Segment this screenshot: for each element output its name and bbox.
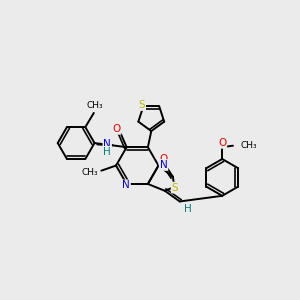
Text: H: H (103, 146, 111, 157)
Text: N: N (103, 140, 111, 149)
Text: O: O (218, 138, 226, 148)
Text: O: O (112, 124, 121, 134)
Text: O: O (159, 154, 168, 164)
Text: N: N (122, 180, 130, 190)
Text: S: S (139, 100, 145, 110)
Text: S: S (172, 183, 178, 193)
Text: CH₃: CH₃ (86, 100, 103, 109)
Text: CH₃: CH₃ (81, 168, 98, 177)
Text: CH₃: CH₃ (240, 141, 257, 150)
Text: N: N (160, 160, 167, 170)
Text: H: H (184, 203, 192, 214)
